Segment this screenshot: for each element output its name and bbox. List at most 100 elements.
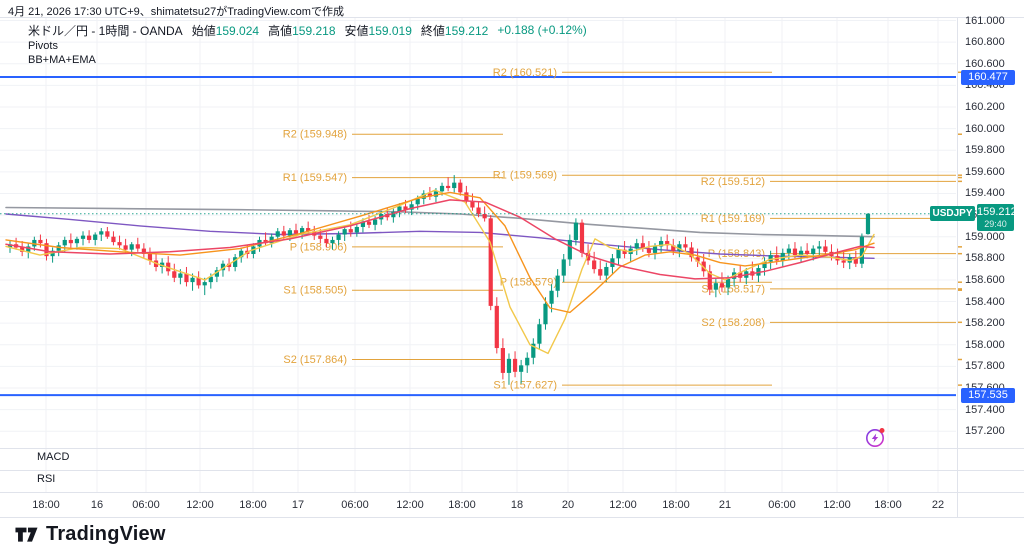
price-axis-label: 159.400 — [965, 187, 1005, 200]
candle-down — [622, 249, 627, 254]
candle-up — [421, 193, 426, 199]
time-axis-label: 18 — [510, 499, 524, 511]
candle-down — [841, 260, 846, 263]
candle-down — [665, 241, 670, 246]
candle-up — [336, 234, 341, 240]
candle-down — [598, 269, 603, 276]
candle-up — [725, 278, 731, 288]
pane-label-macd: MACD — [37, 451, 70, 463]
candle-up — [859, 236, 864, 264]
candle-up — [330, 239, 335, 244]
pivot-label-r2: R2 (159.948) — [283, 129, 347, 141]
time-axis-label: 22 — [931, 499, 945, 511]
candle-down — [476, 207, 481, 214]
ma-purple — [5, 213, 875, 259]
candle-down — [683, 244, 688, 248]
candle-down — [44, 243, 49, 257]
pivot-label-p: P (158.579) — [500, 277, 557, 289]
candle-up — [817, 246, 822, 249]
candle-up — [56, 245, 61, 251]
candle-up — [287, 230, 293, 236]
candle-up — [604, 266, 609, 276]
price-axis-label: 158.800 — [965, 252, 1005, 265]
pivot-label-s1: S1 (158.505) — [283, 285, 347, 297]
candle-up — [658, 241, 664, 247]
candle-up — [7, 244, 13, 248]
candle-up — [616, 249, 621, 259]
candle-down — [141, 248, 146, 254]
price-axis-label: 161.000 — [965, 14, 1005, 27]
price-axis-label: 159.600 — [965, 165, 1005, 178]
candle-down — [494, 305, 499, 349]
ohlc-item: 始値159.024 — [191, 23, 260, 38]
time-axis-label: 18:00 — [32, 499, 60, 511]
candle-up — [567, 239, 572, 260]
candle-down — [117, 242, 122, 246]
candle-up — [506, 358, 512, 373]
candle-up — [214, 270, 219, 277]
candle-up — [233, 257, 238, 267]
candle-up — [713, 283, 718, 290]
candle-up — [811, 248, 816, 254]
candle-down — [719, 283, 725, 288]
price-axis-label: 160.200 — [965, 100, 1005, 113]
candle-down — [646, 248, 652, 253]
candle-up — [433, 191, 439, 197]
candle-down — [823, 246, 828, 252]
candle-up — [99, 231, 104, 235]
candle-up — [190, 277, 195, 283]
candle-up — [360, 221, 366, 227]
candle-down — [38, 239, 43, 244]
candle-up — [768, 255, 773, 262]
price-change: +0.188 (+0.12%) — [497, 23, 587, 37]
time-axis-label: 21 — [718, 499, 732, 511]
candle-down — [324, 238, 329, 244]
price-axis-label: 158.600 — [965, 273, 1005, 286]
candle-up — [391, 211, 396, 218]
time-axis-label: 17 — [291, 499, 305, 511]
time-axis-label: 12:00 — [396, 499, 424, 511]
ma-pink — [5, 199, 875, 280]
time-axis-label: 12:00 — [823, 499, 851, 511]
candle-down — [293, 230, 299, 234]
candle-up — [239, 250, 244, 258]
tradingview-logo-icon — [15, 527, 38, 542]
symbol-description: 米ドル／円 - 1時間 - OANDA — [28, 23, 183, 38]
price-axis-label: 159.000 — [965, 230, 1005, 243]
candle-down — [446, 185, 451, 189]
time-axis-label: 16 — [90, 499, 104, 511]
candle-up — [634, 243, 639, 249]
candle-down — [458, 182, 463, 193]
pivot-label-r2: R2 (159.512) — [701, 176, 765, 188]
candle-up — [80, 235, 86, 239]
candle-down — [427, 193, 432, 197]
ohlc-item: 高値159.218 — [268, 23, 336, 38]
candle-down — [853, 257, 858, 264]
candle-up — [354, 226, 359, 233]
candle-down — [707, 271, 712, 290]
price-axis-label: 157.400 — [965, 403, 1005, 416]
current-price: 159.212 — [977, 206, 1017, 218]
candle-up — [373, 219, 378, 225]
tradingview-logo[interactable]: TradingView — [14, 523, 166, 546]
candle-up — [26, 246, 31, 252]
flash-alert-button[interactable] — [862, 424, 888, 450]
creation-info: 4月 21, 2026 17:30 UTC+9、shimatetsu27がTra… — [8, 6, 344, 18]
time-axis-label: 20 — [561, 499, 575, 511]
candle-up — [202, 282, 207, 286]
candle-up — [531, 343, 536, 358]
candle-up — [452, 182, 457, 189]
candle-up — [409, 204, 414, 210]
candle-up — [397, 206, 402, 212]
pane-label-rsi: RSI — [37, 473, 56, 485]
candle-down — [671, 245, 676, 251]
time-axis-label: 18:00 — [448, 499, 476, 511]
time-axis-label: 06:00 — [768, 499, 796, 511]
candle-up — [786, 248, 791, 253]
pivot-label-s2: S2 (158.208) — [701, 317, 765, 329]
candle-up — [439, 185, 445, 192]
candle-up — [129, 244, 134, 250]
candle-down — [147, 253, 153, 261]
